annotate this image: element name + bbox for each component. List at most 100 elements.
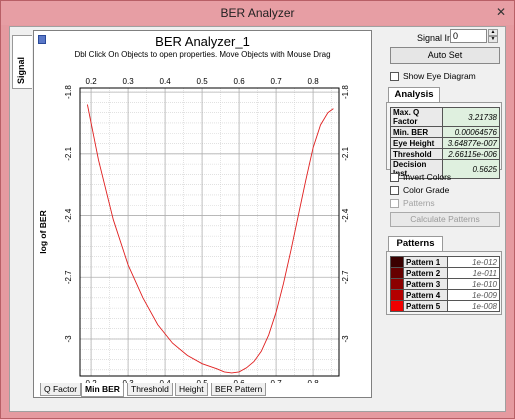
color-grade-checkbox[interactable]: Color Grade: [390, 185, 449, 197]
pattern-name: Pattern 5: [403, 300, 448, 312]
invert-colors-label: Invert Colors: [403, 172, 452, 182]
y-tick-label: -2.4: [64, 208, 73, 222]
pattern-value: 1e-011: [447, 267, 500, 279]
y-tick-label: -1.8: [64, 85, 73, 99]
tab-height[interactable]: Height: [175, 383, 208, 396]
x-tick-label: 0.4: [160, 379, 172, 383]
x-tick-label-top: 0.6: [234, 77, 246, 86]
x-tick-label: 0.5: [197, 379, 209, 383]
tab-min-ber[interactable]: Min BER: [81, 383, 124, 397]
ber-chart[interactable]: 0.2 0.2 0.3 0.3 0.4 0.4 0.5 0.5 0.6 0.6 0.7 0.7 0.8 0…: [34, 31, 371, 383]
graph-properties-icon[interactable]: [38, 35, 46, 44]
analysis-table: Max. Q Factor 3.21738 Min. BER 0.00064576 …: [390, 107, 500, 179]
pattern-value: 1e-010: [447, 278, 500, 290]
x-tick-label-top: 0.2: [86, 77, 98, 86]
calculate-patterns-button[interactable]: Calculate Patterns: [390, 212, 500, 227]
patterns-checkbox-label: Patterns: [403, 198, 435, 208]
pattern-value: 1e-012: [447, 256, 500, 268]
pattern-color-swatch[interactable]: [390, 300, 404, 312]
ber-series-line: [86, 104, 334, 374]
window-title: BER Analyzer: [220, 6, 295, 20]
pattern-color-swatch[interactable]: [390, 278, 404, 290]
y-tick-label: -2.1: [64, 146, 73, 160]
spin-up-icon[interactable]: ▲: [488, 29, 498, 36]
tab-signal[interactable]: Signal: [12, 35, 32, 89]
analysis-key: Max. Q Factor: [390, 107, 443, 127]
title-bar[interactable]: BER Analyzer ✕: [1, 1, 514, 25]
graph-hint: Dbl Click On Objects to open properties.…: [74, 50, 331, 59]
show-eye-diagram-checkbox[interactable]: Show Eye Diagram: [390, 71, 476, 83]
patterns-table: Pattern 1 1e-012 Pattern 2 1e-011 Pattern …: [390, 256, 500, 312]
analysis-value: 0.00064576: [442, 126, 500, 138]
analysis-value: 2.66115e-006: [442, 148, 500, 160]
table-row: Decision Inst. 0.5625: [390, 159, 500, 179]
table-row[interactable]: Pattern 2 1e-011: [390, 267, 500, 279]
analysis-value: 0.5625: [442, 159, 500, 179]
table-row: Min. BER 0.00064576: [390, 126, 500, 138]
tab-q-factor[interactable]: Q Factor: [40, 383, 82, 396]
graph-title: BER Analyzer_1: [155, 34, 250, 49]
table-row[interactable]: Pattern 5 1e-008: [390, 300, 500, 312]
analysis-key: Min. BER: [390, 126, 443, 138]
patterns-tab[interactable]: Patterns: [388, 236, 443, 252]
right-panel: Signal Index ▲ ▼ Auto Set Show Eye Diagr…: [380, 27, 504, 407]
checkbox-icon: [390, 72, 399, 82]
y-tick-label-right: -2.7: [341, 270, 350, 284]
x-tick-label-top: 0.4: [160, 77, 172, 86]
y-tick-label: -2.7: [64, 270, 73, 284]
checkbox-icon: [390, 199, 399, 209]
pattern-name: Pattern 4: [403, 289, 448, 301]
table-row[interactable]: Pattern 4 1e-009: [390, 289, 500, 301]
table-row[interactable]: Pattern 1 1e-012: [390, 256, 500, 268]
signal-index-label: Signal Index: [417, 33, 467, 43]
pattern-color-swatch[interactable]: [390, 256, 404, 268]
checkbox-icon: [390, 173, 399, 183]
color-grade-label: Color Grade: [403, 185, 450, 195]
pattern-name: Pattern 2: [403, 267, 448, 279]
y-tick-label: -3: [64, 335, 73, 343]
table-row: Threshold 2.66115e-006: [390, 148, 500, 160]
y-tick-label-right: -2.1: [341, 146, 350, 160]
y-tick-label-right: -1.8: [341, 85, 350, 99]
analysis-key: Decision Inst.: [390, 159, 443, 179]
x-tick-label: 0.7: [271, 379, 283, 383]
analysis-value: 3.64877e-007: [442, 137, 500, 149]
tab-threshold[interactable]: Threshold: [127, 383, 173, 396]
patterns-panel: Pattern 1 1e-012 Pattern 2 1e-011 Pattern …: [386, 251, 502, 315]
pattern-color-swatch[interactable]: [390, 267, 404, 279]
auto-set-button[interactable]: Auto Set: [390, 47, 500, 64]
table-row[interactable]: Pattern 3 1e-010: [390, 278, 500, 290]
signal-index-input[interactable]: [450, 29, 487, 43]
table-row: Eye Height 3.64877e-007: [390, 137, 500, 149]
y-tick-label-right: -3: [341, 335, 350, 343]
tab-ber-pattern[interactable]: BER Pattern: [211, 383, 267, 396]
x-tick-label: 0.2: [86, 379, 98, 383]
pattern-color-swatch[interactable]: [390, 289, 404, 301]
x-tick-label: 0.8: [308, 379, 320, 383]
pattern-name: Pattern 3: [403, 278, 448, 290]
invert-colors-checkbox[interactable]: Invert Colors: [390, 172, 451, 184]
x-tick-label-top: 0.5: [197, 77, 209, 86]
y-tick-label-right: -2.4: [341, 208, 350, 222]
pattern-value: 1e-009: [447, 289, 500, 301]
patterns-checkbox[interactable]: Patterns: [390, 198, 435, 210]
analysis-panel: Max. Q Factor 3.21738 Min. BER 0.00064576 …: [386, 102, 502, 179]
x-tick-label-top: 0.3: [123, 77, 135, 86]
tab-signal-label: Signal: [16, 56, 26, 84]
x-tick-label: 0.3: [123, 379, 135, 383]
analysis-key: Threshold: [390, 148, 443, 160]
graph-panel[interactable]: BER Analyzer_1 Dbl Click On Objects to o…: [33, 30, 372, 398]
analysis-key: Eye Height: [390, 137, 443, 149]
close-icon[interactable]: ✕: [495, 5, 507, 19]
spin-down-icon[interactable]: ▼: [488, 36, 498, 43]
plot-frame: [79, 87, 340, 377]
analysis-tab[interactable]: Analysis: [388, 87, 440, 103]
pattern-value: 1e-008: [447, 300, 500, 312]
analysis-value: 3.21738: [442, 107, 500, 127]
table-row: Max. Q Factor 3.21738: [390, 107, 500, 127]
x-tick-label-top: 0.8: [308, 77, 320, 86]
x-tick-label-top: 0.7: [271, 77, 283, 86]
client-area: Signal BER Analyzer_1 Dbl Click On Objec…: [9, 26, 506, 412]
pattern-name: Pattern 1: [403, 256, 448, 268]
